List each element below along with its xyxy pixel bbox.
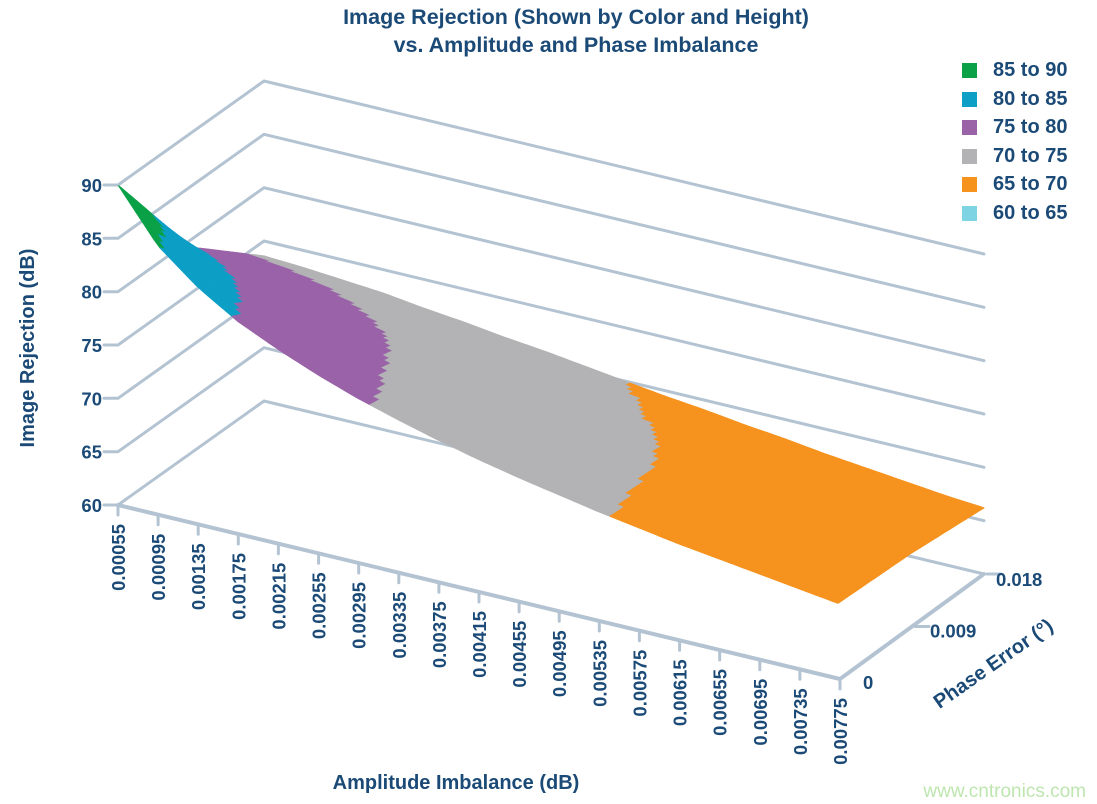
x-tick-label: 0.00375 (429, 601, 450, 668)
y-tick-label: 70 (81, 388, 102, 409)
x-tick-label: 0.00095 (148, 534, 169, 601)
watermark: www.cntronics.com (922, 781, 1086, 802)
z-tick-label: 0.018 (996, 569, 1042, 590)
legend-item: 60 to 65 (962, 201, 1068, 224)
x-tick-label: 0.00735 (790, 688, 811, 755)
x-tick-label: 0.00335 (389, 592, 410, 659)
y-tick-label: 90 (81, 175, 102, 196)
chart-title-line2: vs. Amplitude and Phase Imbalance (394, 33, 759, 57)
y-tick-label: 80 (81, 282, 102, 303)
y-tick-label: 85 (81, 228, 102, 249)
legend-swatch (962, 177, 977, 193)
legend-label: 80 to 85 (993, 87, 1068, 110)
x-tick-label: 0.00055 (108, 524, 129, 591)
legend-swatch (962, 63, 977, 78)
x-tick-label: 0.00775 (830, 698, 851, 765)
x-tick-label: 0.00615 (670, 659, 691, 726)
x-tick-label: 0.00175 (228, 553, 249, 620)
legend-swatch (962, 120, 977, 136)
y-tick-label: 65 (81, 442, 102, 463)
x-tick-label: 0.00575 (629, 650, 650, 717)
legend-swatch (962, 205, 977, 221)
legend-item: 80 to 85 (962, 87, 1068, 110)
gridline-level-90 (116, 79, 986, 256)
x-tick-label: 0.00255 (309, 572, 330, 639)
legend-label: 65 to 70 (993, 173, 1068, 196)
x-tick-label: 0.00695 (750, 679, 771, 746)
x-axis-title: Amplitude Imbalance (dB) (333, 772, 580, 794)
x-tick-label: 0.00415 (469, 611, 490, 678)
chart-title-line1: Image Rejection (Shown by Color and Heig… (343, 5, 809, 29)
x-tick-label: 0.00455 (509, 621, 530, 688)
x-tick-label: 0.00655 (710, 669, 731, 736)
legend-label: 70 to 75 (993, 144, 1068, 167)
legend-swatch (962, 91, 977, 107)
x-tick-label: 0.00215 (268, 563, 289, 630)
gridline-level-85 (116, 132, 986, 309)
legend: 85 to 90 80 to 85 75 to 80 70 to 75 65 to 70… (962, 59, 1068, 232)
legend-item: 85 to 90 (962, 59, 1068, 81)
legend-label: 75 to 80 (993, 116, 1068, 139)
legend-label: 60 to 65 (993, 201, 1068, 224)
y-tick-label: 60 (81, 495, 102, 516)
x-tick-label: 0.00535 (589, 640, 610, 707)
surface-plot (117, 184, 985, 604)
axes (102, 183, 1003, 691)
y-tick-label: 75 (81, 335, 102, 356)
z-tick-label: 0.009 (930, 621, 976, 642)
y-axis-title: Image Rejection (dB) (17, 249, 39, 448)
x-tick-label: 0.00135 (188, 543, 209, 610)
z-tick-label: 0 (863, 672, 873, 693)
gridline-level-80 (116, 186, 986, 363)
tick-labels: 0.00055 0.00095 0.00135 0.00175 0.00215 0.002… (81, 175, 1042, 765)
gridline-level-75 (116, 239, 986, 416)
x-tick-label: 0.00295 (349, 582, 370, 649)
legend-swatch (962, 148, 977, 164)
legend-item: 70 to 75 (962, 144, 1068, 167)
legend-item: 75 to 80 (962, 116, 1068, 139)
legend-label: 85 to 90 (993, 59, 1068, 81)
legend-item: 65 to 70 (962, 173, 1068, 196)
x-tick-label: 0.00495 (549, 630, 570, 697)
